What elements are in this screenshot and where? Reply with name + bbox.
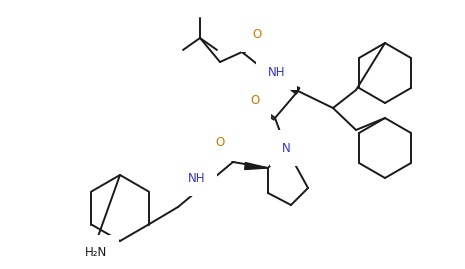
Text: O: O xyxy=(215,136,225,150)
Text: O: O xyxy=(252,27,262,41)
Polygon shape xyxy=(272,76,300,94)
Polygon shape xyxy=(245,162,268,169)
Text: NH: NH xyxy=(268,65,286,79)
Text: O: O xyxy=(250,94,259,108)
Text: H₂N: H₂N xyxy=(85,246,107,260)
Text: N: N xyxy=(282,141,290,154)
Text: NH: NH xyxy=(187,172,205,185)
